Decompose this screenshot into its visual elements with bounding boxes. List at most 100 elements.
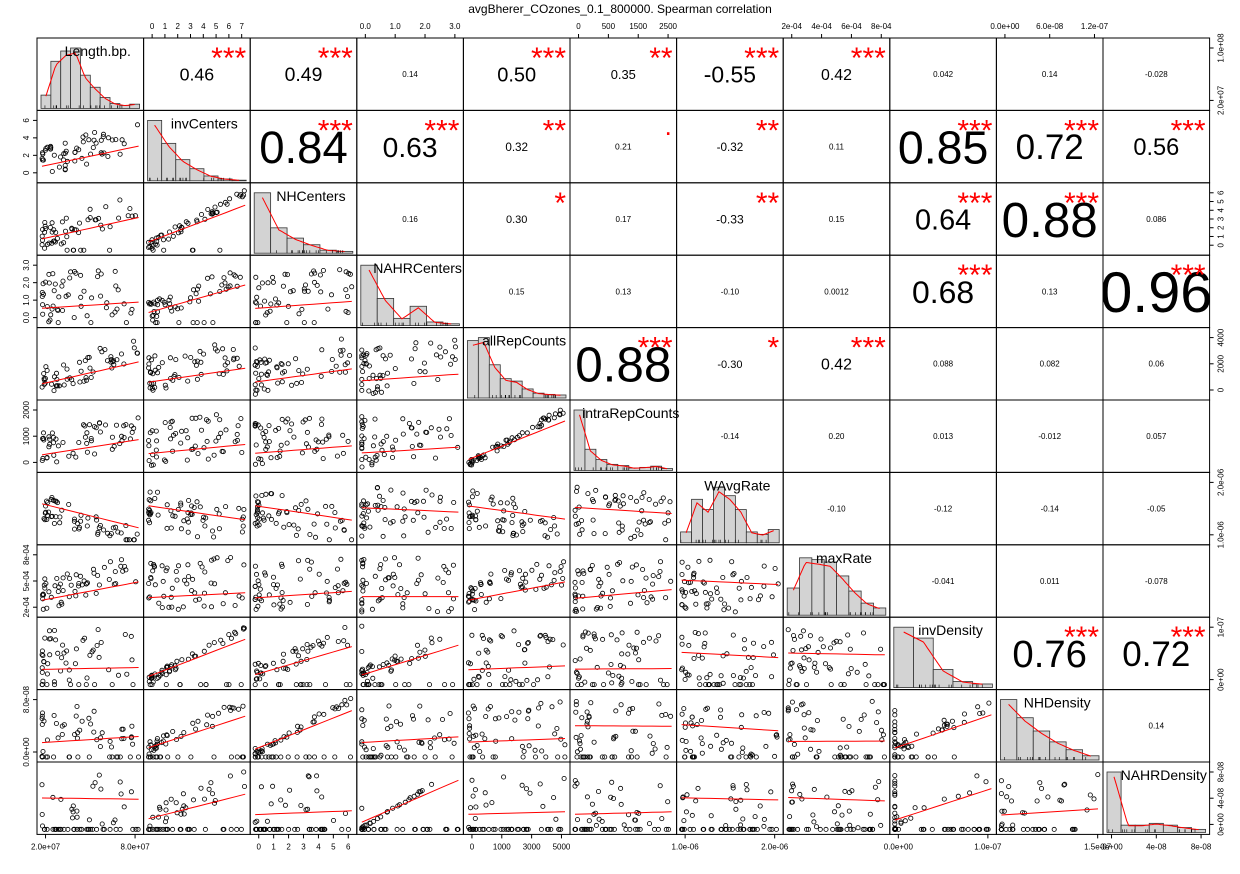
scatter-point bbox=[44, 671, 50, 677]
scatter-point bbox=[161, 247, 167, 253]
right-axis-tick-label: 4e-08 bbox=[1217, 787, 1226, 808]
scatter-point bbox=[1087, 792, 1093, 798]
scatter-point bbox=[39, 669, 45, 675]
scatter-point bbox=[380, 353, 386, 359]
scatter-point bbox=[68, 582, 74, 588]
scatter-point bbox=[72, 661, 78, 667]
scatter-point bbox=[252, 682, 258, 688]
scatter-point bbox=[634, 754, 640, 760]
scatter-point bbox=[89, 295, 95, 301]
scatter-point bbox=[753, 673, 759, 679]
scatter-point bbox=[345, 438, 351, 444]
scatter-point bbox=[51, 754, 57, 760]
scatter-point bbox=[636, 519, 642, 525]
scatter-point bbox=[92, 451, 98, 457]
scatter-point bbox=[46, 280, 52, 286]
scatter-point bbox=[209, 274, 215, 280]
scatter-point bbox=[80, 139, 86, 145]
scatter-point bbox=[1051, 826, 1057, 832]
scatter-point bbox=[276, 300, 282, 306]
scatter-point bbox=[330, 818, 336, 824]
scatter-point bbox=[814, 669, 820, 675]
scatter-point bbox=[326, 599, 332, 605]
scatter-point bbox=[489, 494, 495, 500]
scatter-point bbox=[252, 382, 258, 388]
scatter-point bbox=[209, 791, 215, 797]
scatter-point bbox=[287, 289, 293, 295]
scatter-point bbox=[265, 280, 271, 286]
scatter-point bbox=[59, 655, 65, 661]
bottom-axis-tick-label: 2.0e-06 bbox=[761, 842, 789, 851]
scatter-point bbox=[653, 501, 659, 507]
significance-stars: *** bbox=[638, 332, 673, 365]
smooth-line bbox=[41, 503, 139, 529]
scatter-point bbox=[190, 287, 196, 293]
scatter-point bbox=[557, 569, 563, 575]
scatter-point bbox=[726, 605, 732, 611]
top-axis-tick-label: 3.0 bbox=[449, 22, 461, 31]
scatter-point bbox=[161, 299, 167, 305]
scatter-point bbox=[390, 583, 396, 589]
scatter-point bbox=[562, 742, 568, 748]
scatter-point bbox=[718, 673, 724, 679]
scatter-point bbox=[40, 436, 46, 442]
histogram-bar bbox=[40, 94, 52, 109]
smooth-line bbox=[255, 810, 352, 816]
scatter-point bbox=[692, 630, 698, 636]
scatter-point bbox=[117, 826, 123, 832]
scatter-point bbox=[267, 308, 273, 314]
scatter-point bbox=[766, 710, 772, 716]
scatter-point bbox=[107, 738, 113, 744]
scatter-point bbox=[519, 519, 525, 525]
scatter-point bbox=[59, 219, 65, 225]
scatter-point bbox=[40, 311, 46, 317]
scatter-point bbox=[173, 800, 179, 806]
scatter-point bbox=[260, 515, 266, 521]
scatter-point bbox=[521, 826, 527, 832]
scatter-point bbox=[708, 591, 714, 597]
scatter-point bbox=[419, 740, 425, 746]
scatter-point bbox=[539, 748, 545, 754]
scatter-point bbox=[359, 414, 365, 420]
scatter-point bbox=[432, 455, 438, 461]
scatter-point bbox=[444, 426, 450, 432]
scatter-point bbox=[39, 293, 45, 299]
density-curve bbox=[1113, 776, 1199, 831]
smooth-line bbox=[788, 652, 885, 656]
scatter-point bbox=[52, 281, 58, 287]
scatter-point bbox=[257, 586, 263, 592]
scatter-point bbox=[225, 558, 231, 564]
scatter-point bbox=[1007, 826, 1013, 832]
scatter-point bbox=[169, 418, 175, 424]
top-axis-tick-label: 5 bbox=[214, 22, 219, 31]
scatter-point bbox=[469, 777, 475, 783]
scatter-point bbox=[683, 809, 689, 815]
smooth-line bbox=[894, 788, 992, 821]
scatter-point bbox=[892, 712, 898, 718]
scatter-point bbox=[573, 669, 579, 675]
scatter-point bbox=[359, 597, 365, 603]
scatter-point bbox=[429, 492, 435, 498]
scatter-point bbox=[1009, 798, 1015, 804]
scatter-point bbox=[747, 826, 753, 832]
scatter-point bbox=[169, 308, 175, 314]
scatter-point bbox=[305, 773, 311, 779]
scatter-point bbox=[418, 572, 424, 578]
scatter-point bbox=[880, 732, 886, 738]
scatter-point bbox=[572, 658, 578, 664]
scatter-point bbox=[147, 520, 153, 526]
panel-border bbox=[462, 399, 571, 473]
scatter-point bbox=[557, 411, 563, 417]
scatter-point bbox=[582, 826, 588, 832]
scatter-point bbox=[146, 443, 152, 449]
scatter-point bbox=[39, 592, 45, 598]
scatter-point bbox=[254, 387, 260, 393]
scatter-point bbox=[93, 217, 99, 223]
scatter-point bbox=[374, 484, 380, 490]
scatter-point bbox=[370, 372, 376, 378]
scatter-point bbox=[589, 801, 595, 807]
scatter-point bbox=[122, 632, 128, 638]
scatter-point bbox=[841, 682, 847, 688]
scatter-point bbox=[516, 682, 522, 688]
scatter-point bbox=[539, 518, 545, 524]
